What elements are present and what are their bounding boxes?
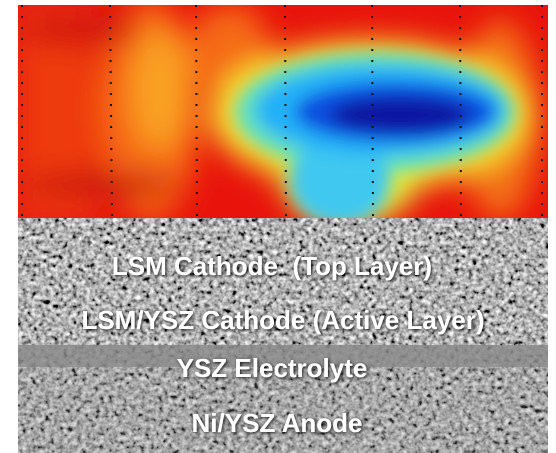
layer-label: LSM Cathode (Top Layer) bbox=[112, 251, 432, 281]
layer-label: LSM/YSZ Cathode (Active Layer) bbox=[81, 305, 484, 335]
figure: LSM Cathode (Top Layer) LSM/YSZ Cathode … bbox=[0, 0, 556, 453]
layer-label: YSZ Electrolyte bbox=[177, 353, 368, 383]
layer-label: Ni/YSZ Anode bbox=[192, 408, 363, 438]
heat-map bbox=[18, 0, 548, 225]
